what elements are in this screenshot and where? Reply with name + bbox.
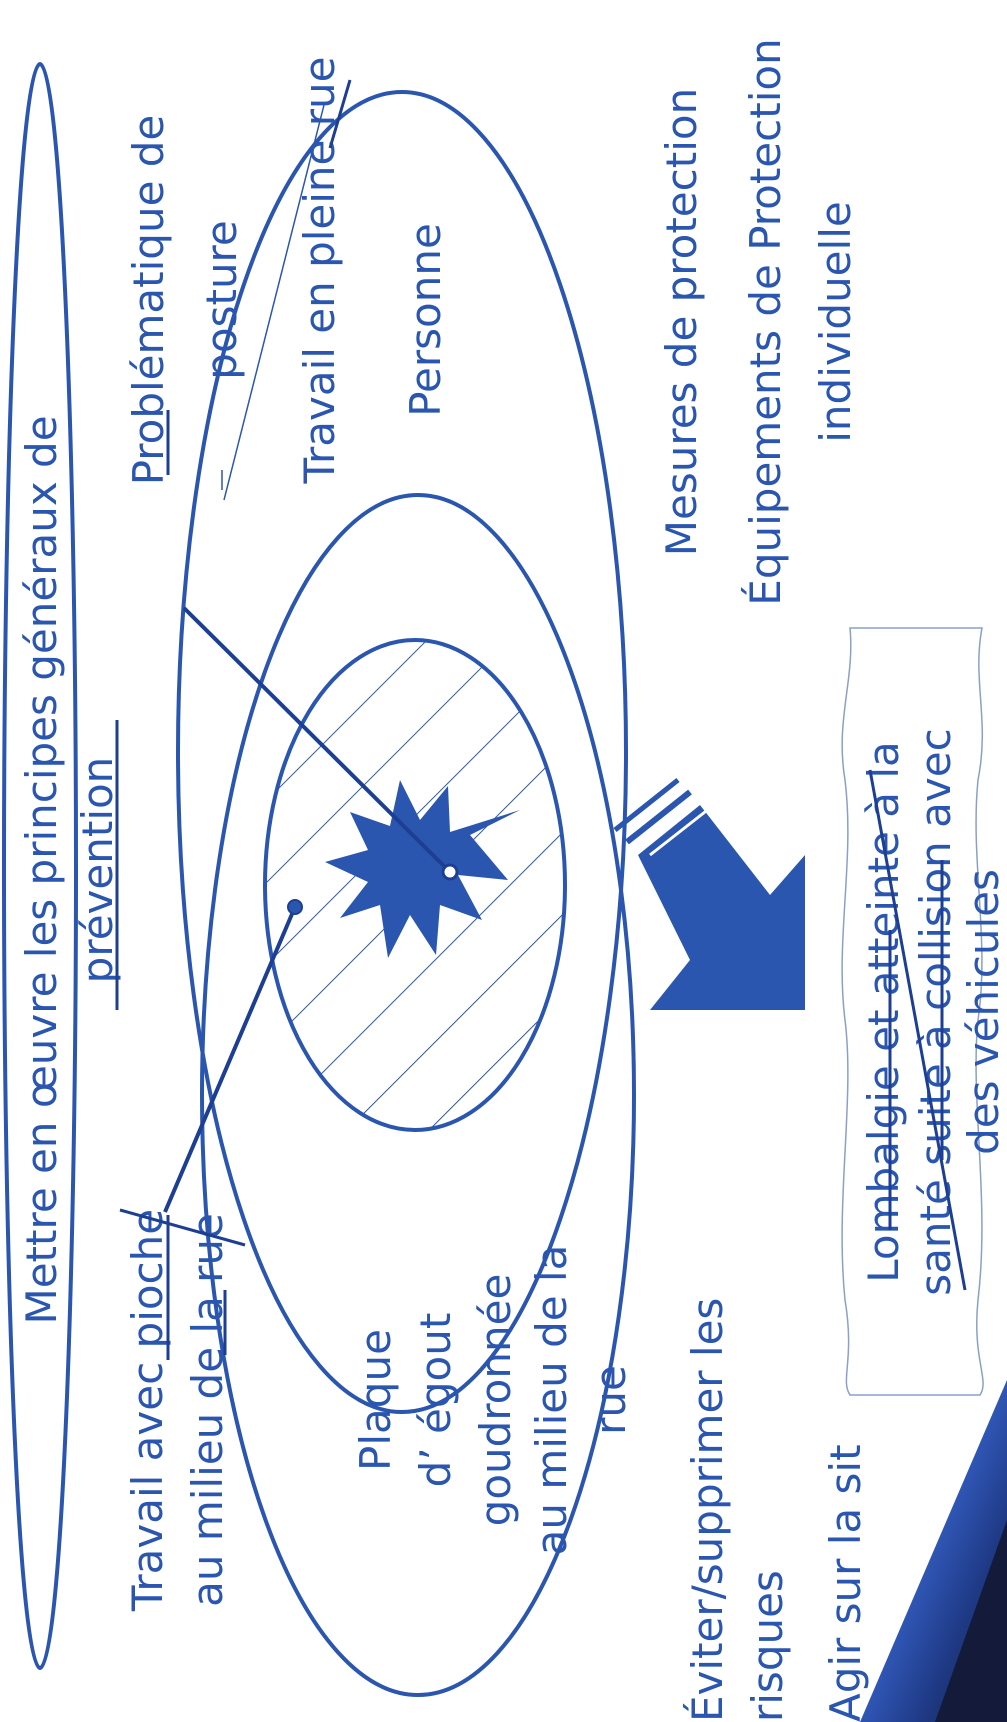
pointer-line-pioche [163, 906, 297, 1213]
label-prevention: prévention [73, 757, 122, 984]
label-posture: posture [197, 220, 246, 380]
ellipse-danger [263, 638, 567, 1132]
label-epi-1: Équipements de Protection [740, 38, 790, 605]
cross-line-posture [223, 104, 325, 501]
ellipse-plaque [200, 493, 636, 1697]
label-plaque-4: au milieu de la [527, 1245, 576, 1556]
arrow-icon [613, 778, 805, 1010]
label-plaque-5: rue [586, 1365, 635, 1435]
label-pioche-2: au milieu de la rue [183, 1213, 232, 1607]
label-lombalgie-1: Lombalgie et atteinte à la [859, 741, 908, 1282]
pointer-line-probleme [182, 606, 452, 874]
label-eviter-2: risques [743, 1570, 792, 1722]
ellipse-personne [176, 90, 628, 1414]
danger-star-icon [325, 780, 520, 958]
label-epi-2: individuelle [811, 201, 860, 442]
label-agir: Agir sur la sit [821, 1444, 870, 1722]
label-eviter-1: Éviter/supprimer les [682, 1298, 732, 1722]
ellipse-principes [2, 62, 78, 1670]
label-plaque-2: d’ égout [411, 1313, 460, 1488]
label-problematique: Problématique de [124, 115, 173, 486]
label-lombalgie-2: santé suite à collision avec [911, 728, 960, 1295]
pointer-dot-star [441, 863, 459, 881]
pointer-dot-hatch [287, 899, 303, 915]
label-mesures: Mesures de protection [657, 88, 706, 556]
label-pioche-1: Travail avec pioche [123, 1209, 172, 1612]
label-plaque-1: Plaque [351, 1329, 400, 1471]
label-lombalgie-3: des véhicules [959, 869, 1007, 1155]
label-personne: Personne [401, 223, 450, 417]
strike-marks [115, 79, 967, 1360]
label-principes: Mettre en œuvre les principes généraux d… [17, 415, 66, 1324]
label-plaque-3: goudronnée [471, 1274, 520, 1527]
